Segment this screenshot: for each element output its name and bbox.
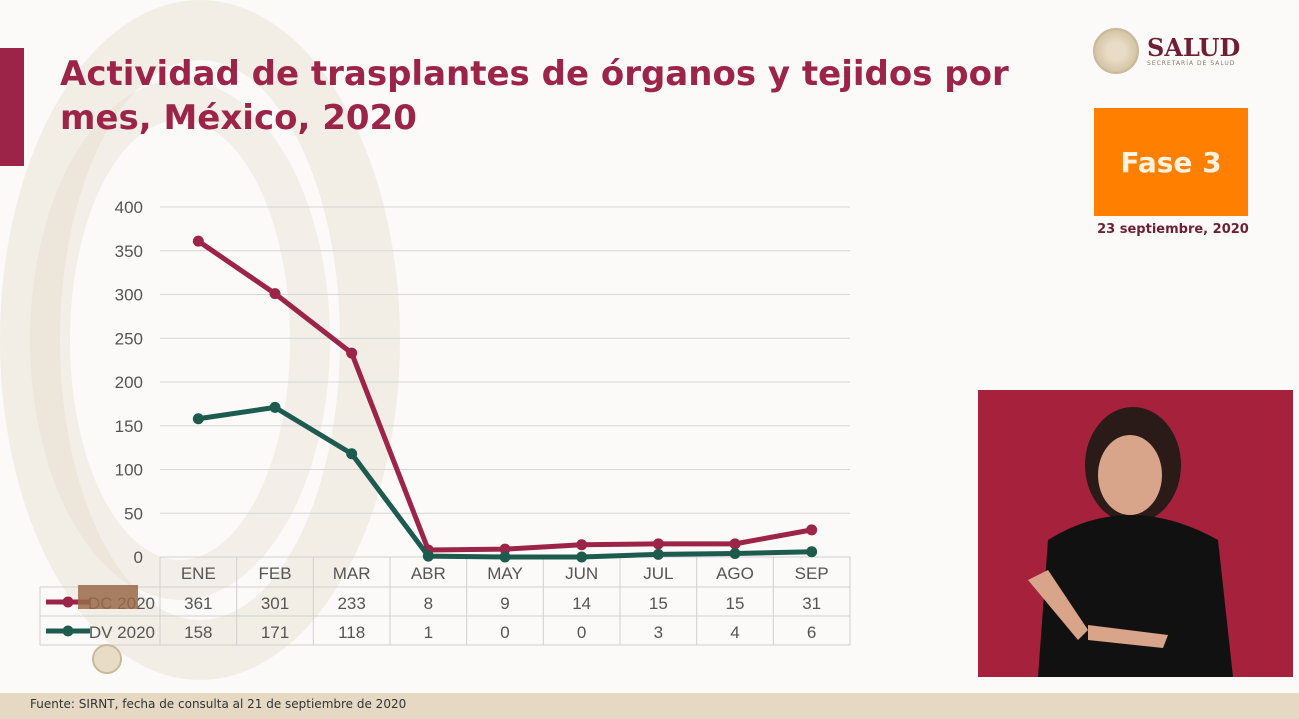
legend-marker-2 (62, 625, 74, 637)
table-value: 6 (807, 623, 816, 642)
table-value: 9 (500, 594, 509, 613)
x-tick-label: ABR (411, 564, 446, 583)
watermark-seal-icon (92, 644, 122, 674)
series-line-1 (196, 239, 813, 553)
data-point (806, 524, 818, 536)
report-date: 23 septiembre, 2020 (1097, 222, 1249, 237)
y-tick-label: 100 (115, 461, 143, 480)
data-point (729, 538, 741, 550)
y-tick-label: 0 (134, 548, 143, 567)
salud-logo: SALUD SECRETARÍA DE SALUD (1093, 28, 1240, 74)
national-seal-icon (1093, 28, 1139, 74)
data-point (729, 548, 741, 559)
title-accent-bar (0, 48, 24, 166)
x-tick-label: JUL (643, 564, 673, 583)
table-value: 171 (261, 623, 289, 642)
x-tick-label: ENE (181, 564, 216, 583)
y-tick-label: 50 (124, 504, 143, 523)
data-point (576, 539, 588, 551)
interpreter-figure (1028, 407, 1233, 677)
table-value: 3 (654, 623, 663, 642)
y-tick-label: 250 (115, 329, 143, 348)
data-point (269, 288, 281, 300)
logo-name: SALUD (1147, 32, 1241, 62)
table-value: 361 (184, 594, 212, 613)
table-value: 31 (802, 594, 821, 613)
data-point (499, 543, 511, 555)
table-value: 14 (572, 594, 591, 613)
x-tick-label: FEB (258, 564, 291, 583)
table-value: 4 (730, 623, 739, 642)
x-tick-label: JUN (565, 564, 598, 583)
legend-marker-1 (62, 596, 74, 608)
data-point (652, 548, 664, 560)
source-note: Fuente: SIRNT, fecha de consulta al 21 d… (30, 697, 407, 711)
table-value: 1 (424, 623, 433, 642)
logo-subtitle: SECRETARÍA DE SALUD (1147, 59, 1236, 67)
overlay-logo-image (78, 585, 138, 609)
legend-label: DV 2020 (89, 623, 155, 642)
table-value: 301 (261, 594, 289, 613)
footer: Fuente: SIRNT, fecha de consulta al 21 d… (0, 693, 1299, 719)
series-line-2 (197, 404, 812, 560)
table-value: 118 (338, 623, 365, 642)
page-title: Actividad de trasplantes de órganos y te… (60, 54, 1009, 138)
data-point (652, 538, 664, 550)
data-point (346, 448, 358, 460)
x-tick-label: MAY (487, 564, 523, 583)
data-point (576, 551, 588, 563)
data-point (422, 550, 434, 562)
y-tick-label: 150 (115, 417, 143, 436)
table-value: 158 (184, 623, 212, 642)
data-point (499, 551, 511, 563)
x-tick-label: AGO (716, 564, 754, 583)
y-tick-label: 400 (115, 198, 143, 217)
x-tick-label: SEP (795, 564, 829, 583)
table-value: 0 (577, 623, 586, 642)
table-value: 8 (424, 594, 433, 613)
sign-language-interpreter-video (978, 390, 1293, 677)
y-tick-label: 300 (115, 286, 143, 305)
table-value: 0 (500, 623, 509, 642)
data-point (269, 401, 281, 413)
y-tick-label: 200 (115, 373, 143, 392)
phase-badge: Fase 3 (1094, 108, 1248, 216)
data-point (806, 546, 818, 558)
table-value: 15 (726, 594, 745, 613)
data-point (346, 347, 358, 359)
data-point (192, 235, 204, 247)
y-tick-label: 350 (115, 242, 143, 261)
table-value: 233 (337, 594, 365, 613)
x-tick-label: MAR (333, 564, 371, 583)
data-point (192, 413, 204, 425)
table-value: 15 (649, 594, 668, 613)
